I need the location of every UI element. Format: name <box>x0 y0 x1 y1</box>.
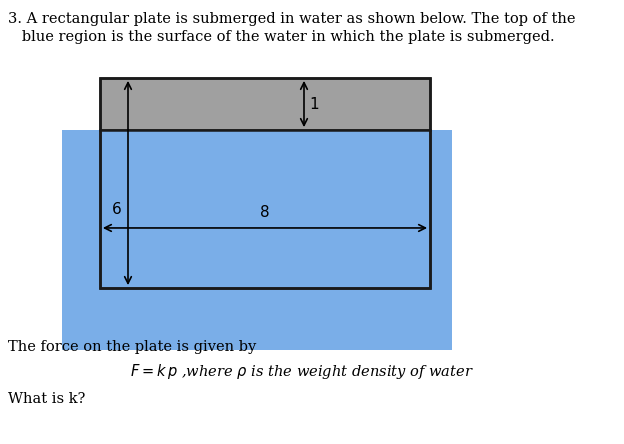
Text: 1: 1 <box>309 96 319 111</box>
Bar <box>62 130 452 350</box>
Bar <box>100 130 430 288</box>
Text: What is k?: What is k? <box>8 392 85 406</box>
Text: 8: 8 <box>260 205 270 220</box>
Bar <box>100 78 430 288</box>
Text: 3. A rectangular plate is submerged in water as shown below. The top of the: 3. A rectangular plate is submerged in w… <box>8 12 575 26</box>
Text: 6: 6 <box>112 202 122 217</box>
Text: blue region is the surface of the water in which the plate is submerged.: blue region is the surface of the water … <box>8 30 555 44</box>
Bar <box>100 78 430 130</box>
Text: The force on the plate is given by: The force on the plate is given by <box>8 340 256 354</box>
Text: $F = k\,p$ ,where $\rho$ is the weight density of water: $F = k\,p$ ,where $\rho$ is the weight d… <box>130 362 474 381</box>
